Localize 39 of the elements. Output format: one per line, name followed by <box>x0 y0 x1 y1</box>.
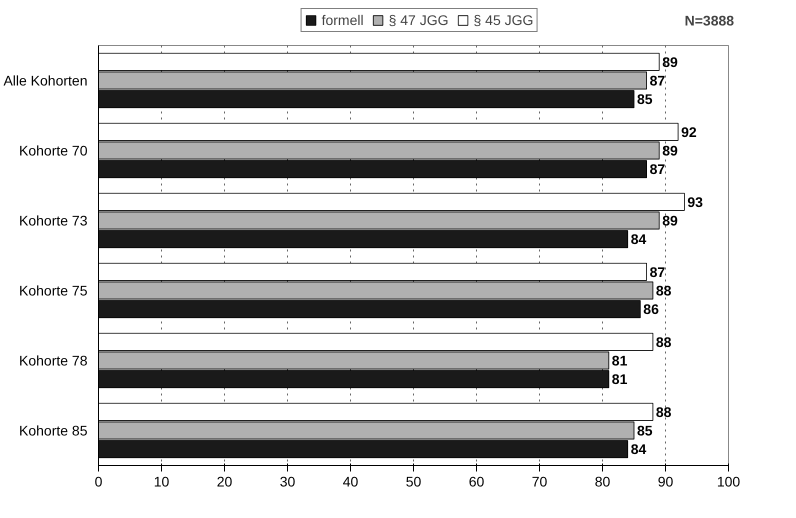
data-label: 92 <box>681 124 697 140</box>
data-label: 85 <box>637 91 653 108</box>
data-label: 93 <box>687 194 704 210</box>
text: N=3888 <box>684 12 734 28</box>
x-tick-label: 80 <box>594 474 610 490</box>
y-tick-label: Kohorte 73 <box>19 212 88 228</box>
data-label: 89 <box>662 212 678 228</box>
x-tick-label: 60 <box>468 474 484 490</box>
data-label: 81 <box>612 371 628 388</box>
data-label: 81 <box>612 352 628 368</box>
data-label: 88 <box>656 404 672 420</box>
data-label: 88 <box>656 334 672 350</box>
data-label: 87 <box>650 161 666 178</box>
data-label: 84 <box>630 441 646 458</box>
legend-label: § 47 JGG <box>388 12 449 28</box>
x-tick-label: 50 <box>406 474 422 490</box>
x-tick-label: 40 <box>342 474 358 490</box>
x-tick-label: 70 <box>532 474 548 490</box>
x-tick-label: 30 <box>280 474 296 490</box>
data-label: 85 <box>637 422 653 438</box>
x-tick-label: 100 <box>716 474 740 490</box>
x-tick-label: 90 <box>658 474 674 490</box>
data-label: 86 <box>643 301 660 318</box>
x-tick-label: 20 <box>216 474 232 490</box>
x-tick-label: 10 <box>154 474 170 490</box>
data-label: 87 <box>650 264 666 280</box>
data-label: 88 <box>656 282 672 298</box>
y-tick-label: Kohorte 85 <box>19 422 88 438</box>
y-tick-label: Kohorte 78 <box>19 352 88 368</box>
data-label: 87 <box>650 72 666 88</box>
y-tick-label: Kohorte 75 <box>19 282 88 298</box>
legend-label: § 45 JGG <box>474 12 534 28</box>
x-tick-label: 0 <box>94 474 103 490</box>
data-label: 89 <box>662 142 678 158</box>
legend-label: formell <box>322 12 364 28</box>
y-tick-label: Alle Kohorten <box>3 72 88 88</box>
data-label: 89 <box>662 54 678 70</box>
data-label: 84 <box>630 231 646 248</box>
y-tick-label: Kohorte 70 <box>19 142 88 158</box>
